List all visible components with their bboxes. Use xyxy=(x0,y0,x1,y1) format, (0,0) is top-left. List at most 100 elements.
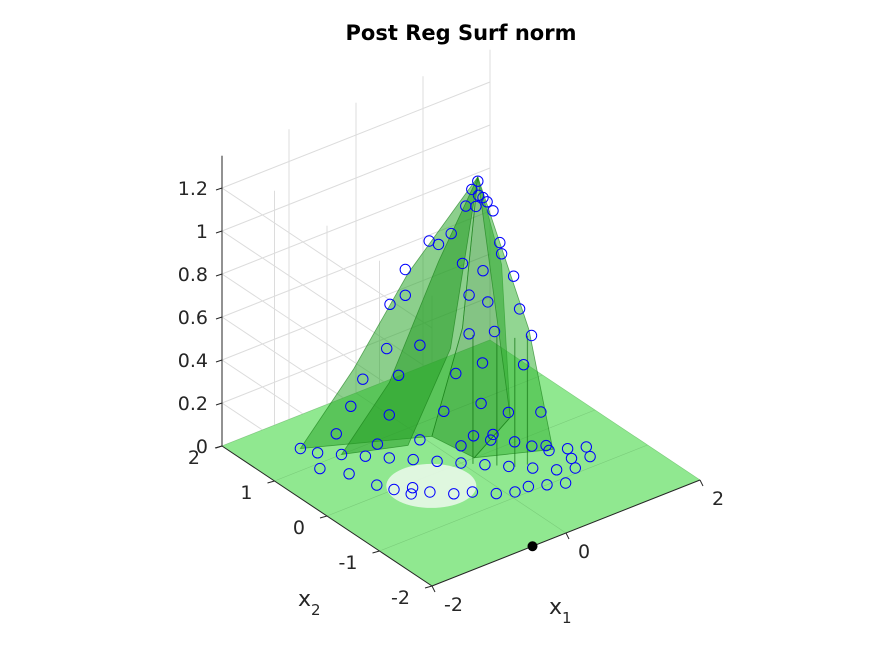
z-tick-label: 0 xyxy=(196,436,208,458)
data-point xyxy=(509,486,521,498)
data-point xyxy=(580,441,592,453)
x1-tick-mark xyxy=(431,585,436,593)
data-point xyxy=(502,406,515,419)
data-point xyxy=(541,479,553,491)
z-tick-mark xyxy=(215,402,223,406)
z-tick-label: 0.2 xyxy=(178,393,208,415)
data-point xyxy=(487,205,499,217)
data-point xyxy=(490,487,502,500)
data-point xyxy=(467,430,480,442)
data-point xyxy=(472,175,484,187)
data-point xyxy=(507,270,520,282)
data-point xyxy=(463,328,475,340)
x1-tick-label: 0 xyxy=(578,541,590,563)
z-tick-mark xyxy=(215,359,223,363)
x2-tick-label: 2 xyxy=(188,447,200,469)
data-point xyxy=(455,457,467,469)
data-point xyxy=(445,227,457,240)
data-point xyxy=(466,486,479,498)
data-point xyxy=(438,405,450,417)
z-tick-mark xyxy=(215,316,223,320)
data-point xyxy=(357,373,369,385)
data-point xyxy=(503,460,515,473)
data-point xyxy=(343,468,355,480)
data-point xyxy=(456,257,469,270)
data-point xyxy=(424,486,436,498)
data-point xyxy=(561,443,574,455)
data-point xyxy=(388,483,400,496)
data-point xyxy=(383,409,395,421)
x1-tick-mark xyxy=(565,532,570,540)
data-point xyxy=(399,263,411,276)
data-point xyxy=(414,434,426,446)
data-point xyxy=(550,464,563,476)
data-point xyxy=(383,452,395,464)
x1-axis-label: x1 xyxy=(549,595,572,627)
data-points xyxy=(294,175,596,552)
data-point xyxy=(414,339,426,351)
x2-tick-label: 0 xyxy=(293,517,305,539)
data-point xyxy=(359,450,372,462)
data-point xyxy=(335,448,348,461)
highlighted-point xyxy=(527,541,538,552)
x2-tick-mark xyxy=(214,445,223,449)
z-tick-label: 0.6 xyxy=(178,307,208,329)
data-point xyxy=(381,342,393,355)
chart-title: Post Reg Surf norm xyxy=(346,21,577,45)
z-tick-label: 0.4 xyxy=(178,350,208,372)
data-point xyxy=(525,329,538,342)
data-point xyxy=(463,289,475,301)
data-point xyxy=(487,428,499,441)
x1-tick-label: 2 xyxy=(712,488,724,510)
x2-axis-label-main: x xyxy=(298,587,311,612)
x1-axis-label-main: x xyxy=(549,595,562,620)
data-point xyxy=(495,248,508,260)
x2-tick-mark xyxy=(372,550,380,554)
x2-tick-mark xyxy=(267,480,275,484)
data-point xyxy=(513,303,526,315)
z-tick-mark xyxy=(215,230,223,234)
data-point xyxy=(569,462,581,474)
x1-tick-label: -2 xyxy=(444,594,463,616)
data-point xyxy=(565,452,578,465)
data-point xyxy=(371,479,383,491)
floor-grid-line xyxy=(326,409,596,517)
z-tick-mark xyxy=(215,187,223,191)
data-point xyxy=(330,428,342,440)
data-point xyxy=(477,265,489,277)
z-tick-mark xyxy=(215,273,223,277)
data-point xyxy=(488,325,501,338)
data-point xyxy=(406,482,419,494)
data-point xyxy=(392,369,405,381)
floor-highlight xyxy=(386,463,477,508)
z-tick-label: 1 xyxy=(196,221,208,243)
x2-tick-mark xyxy=(424,585,433,589)
x1-tick-mark xyxy=(699,479,704,487)
data-point xyxy=(475,397,487,410)
data-point xyxy=(455,440,467,452)
data-point xyxy=(466,183,478,196)
data-point xyxy=(535,406,547,418)
data-point xyxy=(543,444,555,457)
data-point xyxy=(450,367,462,380)
x2-axis-label: x2 xyxy=(298,587,321,619)
x2-tick-mark xyxy=(319,515,328,519)
data-point xyxy=(371,438,384,450)
x1-axis-label-sub: 1 xyxy=(562,609,572,627)
data-point xyxy=(294,442,307,455)
floor-grid-line xyxy=(379,444,648,552)
x2-axis-label-sub: 2 xyxy=(311,601,321,619)
x2-tick-label: -2 xyxy=(391,587,410,609)
data-point xyxy=(482,296,494,308)
data-point xyxy=(527,462,539,474)
z-tick-label: 0.8 xyxy=(178,264,208,286)
data-point xyxy=(522,480,535,493)
fitted-surface xyxy=(299,175,554,467)
data-point xyxy=(470,200,482,213)
data-point xyxy=(314,462,326,475)
data-point xyxy=(448,488,460,500)
x2-tick-label: -1 xyxy=(339,552,358,574)
z-tick-label: 1.2 xyxy=(178,178,208,200)
data-point xyxy=(384,298,396,310)
data-point xyxy=(477,191,489,204)
